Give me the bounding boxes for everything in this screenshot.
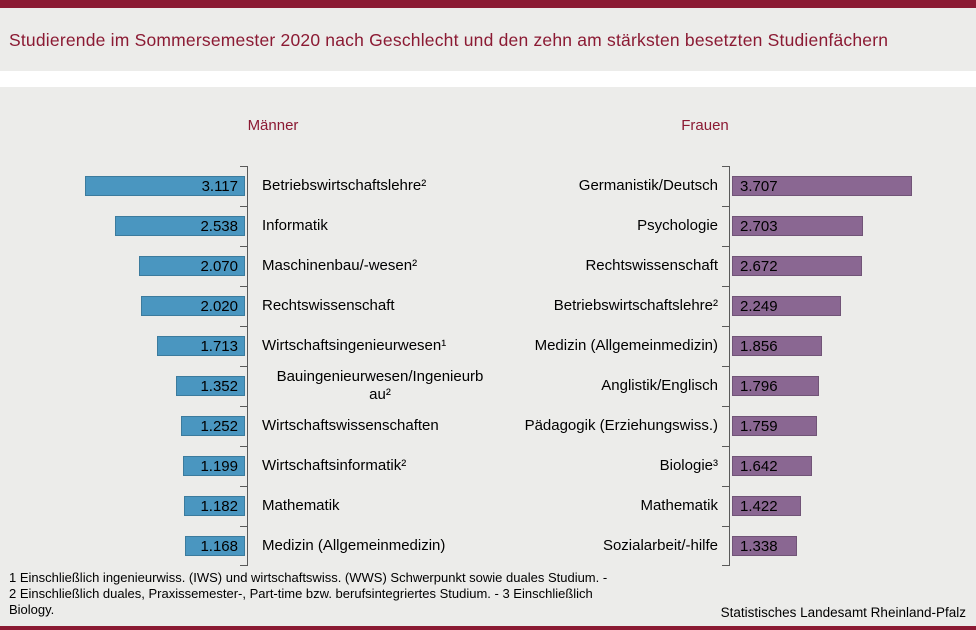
bar-value: 1.796 [740,377,778,395]
bar-row: 1.422 [722,486,912,526]
category-label: Medizin (Allgemeinmedizin) [534,337,718,355]
category-label: Sozialarbeit/-hilfe [602,537,718,555]
bar-value: 2.249 [740,297,778,315]
category-label: Bauingenieurwesen/Ingenieurb au² [276,368,484,403]
bar-row: 1.182 [85,486,247,526]
category-label: Mathematik [262,497,340,515]
bar-women-betriebswirtschaftslehre: 2.249 [732,296,842,316]
bar-row: 1.759 [722,406,912,446]
bar-row: 2.249 [722,286,912,326]
bottom-accent-bar [0,626,976,630]
bar-value: 2.538 [200,217,238,235]
category-label: Mathematik [640,497,718,515]
category-label: Rechtswissenschaft [585,257,718,275]
bar-value: 2.703 [740,217,778,235]
bar-men-wirtschaftsingenieurwesen: 1.713 [157,336,245,356]
category-label: Rechtswissenschaft [262,297,395,315]
bar-men-informatik: 2.538 [114,216,245,236]
page-title: Studierende im Sommersemester 2020 nach … [9,30,889,50]
bar-row: 1.352 [85,366,247,406]
bar-men-mathematik: 1.182 [184,496,245,516]
bar-value: 2.070 [200,257,238,275]
bar-row: 2.703 [722,206,912,246]
men-bars-column: 3.117 2.538 2.070 2.020 1.713 1.352 1.25… [85,166,248,566]
bar-row: 1.199 [85,446,247,486]
category-label: Maschinenbau/-wesen² [262,257,418,275]
bar-row: 1.713 [85,326,247,366]
bar-men-betriebswirtschaftslehre: 3.117 [85,176,245,196]
bar-women-germanistik: 3.707 [732,176,912,196]
bar-women-anglistik: 1.796 [732,376,820,396]
bar-value: 1.422 [740,497,778,515]
bar-women-paedagogik: 1.759 [732,416,818,436]
bar-value: 1.856 [740,337,778,355]
bar-value: 1.338 [740,537,778,555]
bar-value: 3.707 [740,177,778,195]
bar-value: 1.713 [200,337,238,355]
footnotes: 1 Einschließlich ingenieurwiss. (IWS) un… [9,570,608,617]
bar-women-sozialarbeit: 1.338 [732,536,797,556]
bar-row: 2.070 [85,246,247,286]
bar-row: 1.168 [85,526,247,566]
women-labels-column: Germanistik/Deutsch Psychologie Rechtswi… [486,166,718,566]
category-label: Psychologie [637,217,718,235]
bar-women-mathematik: 1.422 [732,496,802,516]
panel-header-maenner: Männer [247,117,299,134]
bar-value: 1.168 [200,537,238,555]
men-labels-column: Betriebswirtschaftslehre² Informatik Mas… [262,166,498,566]
category-label: Medizin (Allgemeinmedizin) [262,537,446,555]
category-label: Informatik [262,217,328,235]
bar-row: 1.252 [85,406,247,446]
bar-men-rechtswissenschaft: 2.020 [141,296,245,316]
category-label: Pädagogik (Erziehungswiss.) [524,417,718,435]
bar-value: 1.642 [740,457,778,475]
bar-men-medizin: 1.168 [185,536,245,556]
category-label: Betriebswirtschaftslehre² [553,297,718,315]
women-bars-column: 3.707 2.703 2.672 2.249 1.856 1.796 1.75… [722,166,912,566]
bar-women-biologie: 1.642 [732,456,812,476]
bar-value: 2.020 [200,297,238,315]
category-label: Wirtschaftswissenschaften [262,417,439,435]
bar-men-maschinenbau: 2.070 [138,256,245,276]
bar-women-rechtswissenschaft: 2.672 [732,256,862,276]
bar-row: 3.117 [85,166,247,206]
bar-value: 1.182 [200,497,238,515]
bar-men-wirtschaftswissenschaften: 1.252 [180,416,245,436]
title-band: Studierende im Sommersemester 2020 nach … [0,8,976,71]
bar-value: 3.117 [201,177,238,195]
bar-value: 1.759 [740,417,778,435]
bar-row: 1.856 [722,326,912,366]
bar-men-wirtschaftsinformatik: 1.199 [183,456,245,476]
bar-row: 1.642 [722,446,912,486]
bar-value: 1.199 [200,457,238,475]
category-label: Wirtschaftsinformatik² [262,457,407,475]
bar-women-medizin: 1.856 [732,336,823,356]
bar-row: 2.538 [85,206,247,246]
bar-value: 2.672 [740,257,778,275]
panel-header-frauen: Frauen [681,117,729,134]
bar-value: 1.352 [200,377,238,395]
bar-row: 2.020 [85,286,247,326]
bar-women-psychologie: 2.703 [732,216,864,236]
bar-row: 1.338 [722,526,912,566]
category-label: Germanistik/Deutsch [578,177,718,195]
category-label: Anglistik/Englisch [601,377,718,395]
bar-row: 3.707 [722,166,912,206]
category-label: Wirtschaftsingenieurwesen¹ [262,337,447,355]
bar-men-bauingenieurwesen: 1.352 [175,376,245,396]
chart-area: Männer Frauen 3.117 2.538 2.070 2.020 1.… [0,87,976,626]
category-label: Betriebswirtschaftslehre² [262,177,427,195]
bar-row: 1.796 [722,366,912,406]
bar-value: 1.252 [200,417,238,435]
bar-row: 2.672 [722,246,912,286]
top-accent-bar [0,0,976,8]
source-attribution: Statistisches Landesamt Rheinland-Pfalz [720,605,966,620]
category-label: Biologie³ [659,457,718,475]
